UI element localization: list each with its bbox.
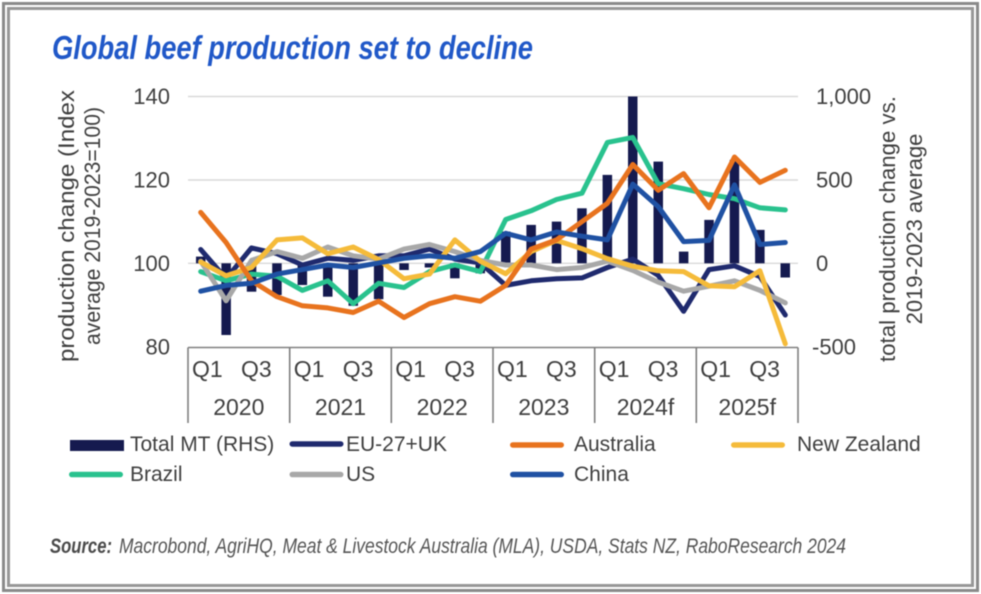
svg-text:120: 120 [133, 168, 170, 193]
svg-text:Q3: Q3 [546, 356, 577, 382]
svg-text:2022: 2022 [417, 394, 468, 420]
svg-text:Q1: Q1 [700, 356, 731, 382]
svg-text:Q3: Q3 [444, 356, 475, 382]
svg-text:production change (Index: production change (Index [54, 90, 79, 362]
svg-text:0: 0 [816, 251, 828, 276]
svg-text:2023: 2023 [518, 394, 569, 420]
svg-text:1,000: 1,000 [816, 84, 871, 109]
svg-text:2024f: 2024f [617, 394, 675, 420]
svg-text:Q1: Q1 [599, 356, 630, 382]
svg-text:total production change vs.: total production change vs. [875, 96, 900, 362]
svg-text:Q3: Q3 [241, 356, 272, 382]
svg-text:Source:: Source: [50, 535, 112, 558]
svg-text:New Zealand: New Zealand [797, 433, 921, 456]
svg-text:Q3: Q3 [343, 356, 374, 382]
svg-text:Q3: Q3 [749, 356, 780, 382]
svg-text:Q1: Q1 [497, 356, 528, 382]
svg-text:2020: 2020 [213, 394, 264, 420]
svg-text:2019-2023 average: 2019-2023 average [902, 134, 927, 325]
svg-text:80: 80 [146, 334, 170, 359]
svg-text:Q3: Q3 [648, 356, 679, 382]
svg-text:Global beef production set to: Global beef production set to decline [52, 29, 533, 66]
svg-text:140: 140 [133, 84, 170, 109]
svg-text:China: China [574, 463, 629, 486]
svg-text:Q1: Q1 [294, 356, 325, 382]
svg-text:average 2019-2023=100): average 2019-2023=100) [80, 107, 105, 345]
svg-text:2025f: 2025f [718, 394, 776, 420]
svg-text:100: 100 [133, 251, 170, 276]
svg-text:Q1: Q1 [192, 356, 223, 382]
svg-text:Australia: Australia [574, 433, 656, 456]
svg-text:US: US [346, 463, 375, 486]
svg-text:500: 500 [816, 168, 853, 193]
svg-text:Brazil: Brazil [130, 463, 183, 486]
svg-text:Total MT (RHS): Total MT (RHS) [130, 433, 274, 456]
svg-text:2021: 2021 [315, 394, 366, 420]
svg-text:Q1: Q1 [395, 356, 426, 382]
svg-text:Macrobond, AgriHQ, Meat & Live: Macrobond, AgriHQ, Meat & Livestock Aust… [119, 535, 846, 558]
svg-text:-500: -500 [812, 334, 856, 359]
svg-text:EU-27+UK: EU-27+UK [346, 433, 447, 456]
